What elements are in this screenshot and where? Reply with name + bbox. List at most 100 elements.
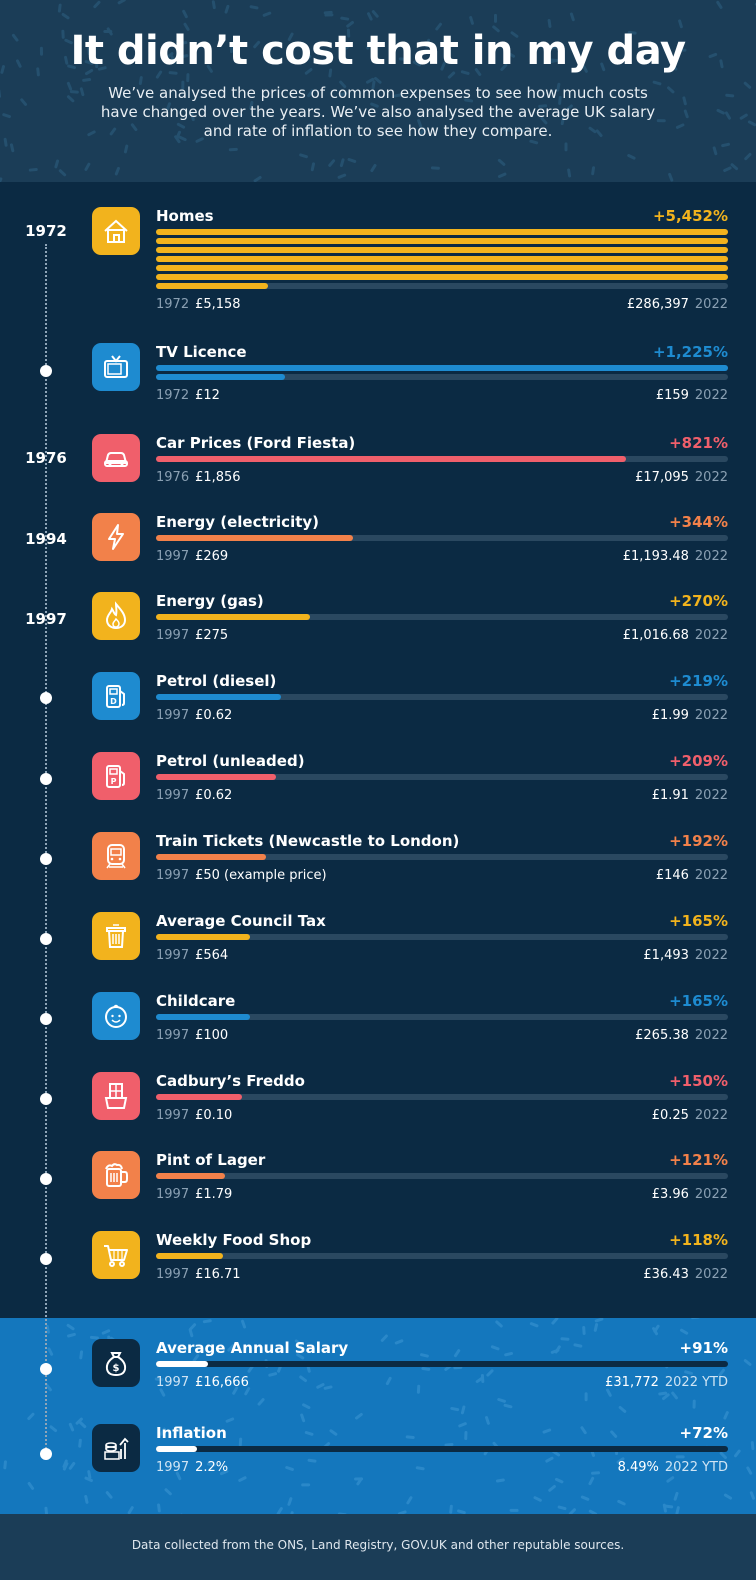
item-title: Petrol (unleaded) (156, 752, 305, 770)
end-value: £1.99 (651, 708, 689, 723)
item-title: Inflation (156, 1424, 227, 1442)
end-year: 2022 (694, 1028, 728, 1043)
item-title: Cadbury’s Freddo (156, 1072, 305, 1090)
end-year: 2022 (694, 1108, 728, 1123)
item-title: Train Tickets (Newcastle to London) (156, 832, 460, 850)
bar-fill (156, 365, 728, 371)
end-year: 2022 YTD (664, 1460, 728, 1475)
start-value: £100 (195, 1028, 229, 1043)
item-title: Average Council Tax (156, 912, 326, 930)
end-price: £286,397 2022 (627, 297, 728, 312)
train-icon (92, 832, 140, 880)
end-value: £36.43 (643, 1267, 689, 1282)
start-price: 1997 £50 (example price) (156, 868, 327, 883)
item-title: Energy (electricity) (156, 513, 320, 531)
start-price: 1997 £275 (156, 628, 228, 643)
start-value: £275 (195, 628, 229, 643)
end-year: 2022 (694, 1267, 728, 1282)
start-price: 1997 £100 (156, 1028, 228, 1043)
item-title: Pint of Lager (156, 1151, 266, 1169)
bar-fill (156, 694, 282, 700)
end-price: £146 2022 (656, 868, 728, 883)
bar-fill (156, 934, 251, 940)
car-icon (92, 434, 140, 482)
item-percent-change: +91% (679, 1339, 728, 1357)
bar-fill (156, 1446, 198, 1452)
start-price: 1997 £16.71 (156, 1267, 241, 1282)
bar-fill (156, 614, 311, 620)
bar-fill (156, 1361, 209, 1367)
item-percent-change: +821% (669, 434, 728, 452)
item-title: Weekly Food Shop (156, 1231, 312, 1249)
start-price: 1997 £0.62 (156, 708, 232, 723)
item-title: TV Licence (156, 343, 247, 361)
bar-fill (156, 256, 728, 262)
chocolate-bar-icon (92, 1072, 140, 1120)
start-year: 1997 (156, 1028, 190, 1043)
end-value: £17,095 (635, 470, 689, 485)
flame-icon (92, 592, 140, 640)
petrol-pump-icon: P (92, 752, 140, 800)
item-title: Average Annual Salary (156, 1339, 349, 1357)
bar-track (156, 456, 728, 462)
start-year: 1997 (156, 788, 190, 803)
beer-mug-icon (92, 1151, 140, 1199)
start-value: £16,666 (195, 1375, 249, 1390)
start-price: 1972 £5,158 (156, 297, 241, 312)
bar-track (156, 774, 728, 780)
start-price: 1976 £1,856 (156, 470, 241, 485)
item-title: Homes (156, 207, 214, 225)
timeline-dot (40, 933, 52, 945)
end-year: 2022 (694, 549, 728, 564)
coins-chart-icon (92, 1424, 140, 1472)
svg-text:P: P (111, 777, 117, 786)
start-price: 1997 £269 (156, 549, 228, 564)
bar-track (156, 1253, 728, 1259)
item-percent-change: +209% (669, 752, 728, 770)
start-year: 1997 (156, 1375, 190, 1390)
bar-fill (156, 1173, 226, 1179)
footer-text: Data collected from the ONS, Land Regist… (131, 1538, 625, 1552)
end-price: £1,193.48 2022 (623, 549, 728, 564)
start-year: 1997 (156, 1108, 190, 1123)
item-percent-change: +165% (669, 992, 728, 1010)
end-value: £159 (655, 388, 689, 403)
bar-track (156, 1014, 728, 1020)
bar-fill (156, 535, 353, 541)
end-price: £0.25 2022 (652, 1108, 728, 1123)
end-value: £265.38 (635, 1028, 689, 1043)
footer: Data collected from the ONS, Land Regist… (0, 1514, 756, 1580)
bar-track (156, 265, 728, 271)
start-value: £50 (example price) (195, 868, 327, 883)
house-icon (92, 207, 140, 255)
bar-fill (156, 774, 276, 780)
page-title: It didn’t cost that in my day (70, 28, 686, 74)
start-year: 1997 (156, 868, 190, 883)
bin-icon (92, 912, 140, 960)
end-value: £0.25 (651, 1108, 689, 1123)
bar-track (156, 229, 728, 235)
end-price: £31,772 2022 YTD (605, 1375, 728, 1390)
start-value: £16.71 (195, 1267, 241, 1282)
timeline-year-1972: 1972 (25, 222, 67, 240)
bar-fill (156, 283, 268, 289)
start-year: 1997 (156, 1267, 190, 1282)
end-price: £1.91 2022 (652, 788, 728, 803)
start-value: £1.79 (195, 1187, 233, 1202)
start-price: 1997 £564 (156, 948, 228, 963)
baby-face-icon (92, 992, 140, 1040)
timeline-dot (40, 853, 52, 865)
end-price: £1.99 2022 (652, 708, 728, 723)
item-percent-change: +219% (669, 672, 728, 690)
start-year: 1972 (156, 388, 190, 403)
start-price: 1997 £1.79 (156, 1187, 232, 1202)
start-year: 1997 (156, 1187, 190, 1202)
svg-text:$: $ (113, 1363, 120, 1374)
bar-fill (156, 1094, 242, 1100)
end-year: 2022 (694, 628, 728, 643)
end-price: £159 2022 (656, 388, 728, 403)
bar-track (156, 1446, 728, 1452)
end-value: £1,016.68 (622, 628, 689, 643)
bar-fill (156, 1253, 224, 1259)
bar-fill (156, 247, 728, 253)
